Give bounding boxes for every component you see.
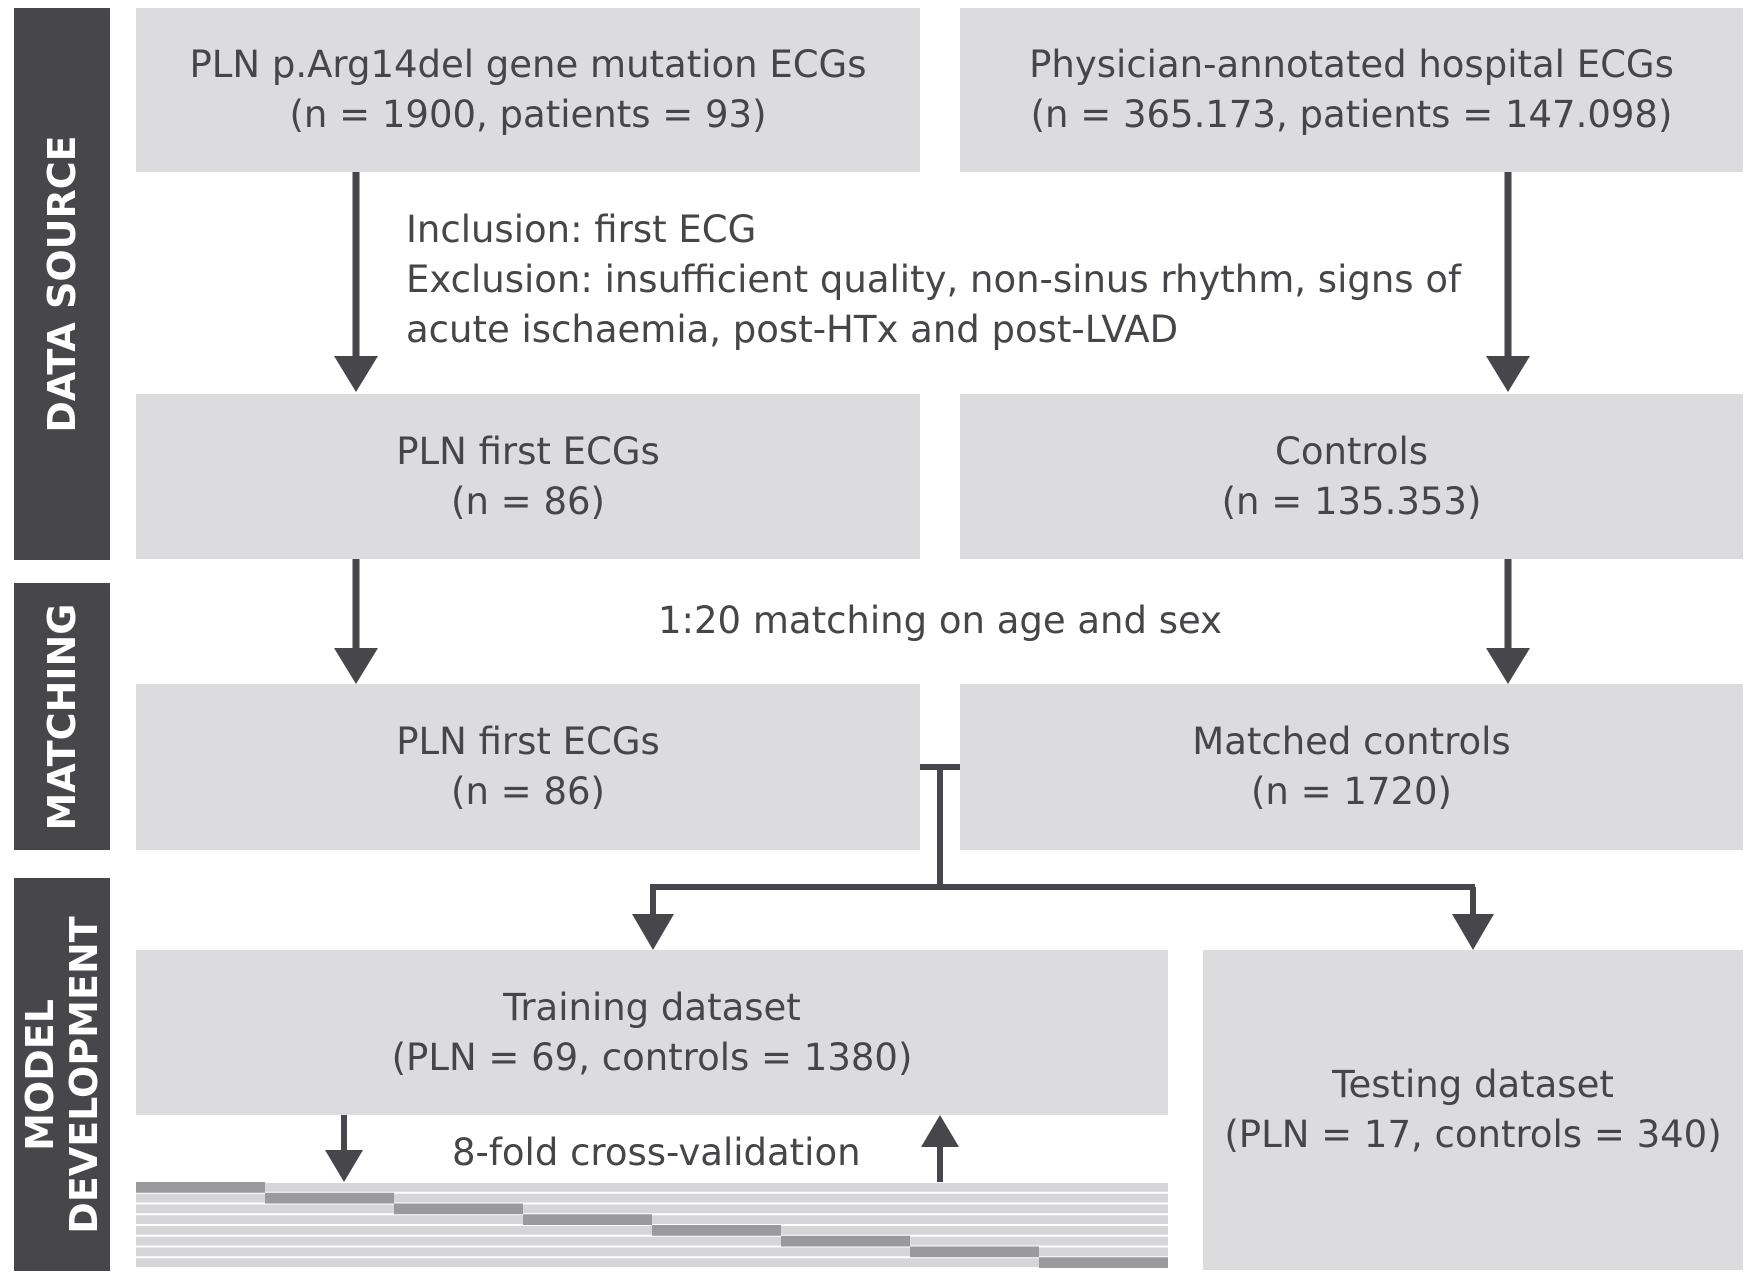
fold-row-2: [136, 1193, 1168, 1203]
fold-validation-block-4: [523, 1214, 652, 1225]
pln-mutation-count: (n = 1900, patients = 93): [289, 93, 767, 136]
matching-note: 1:20 matching on age and sex: [658, 599, 1223, 642]
pln-first-ecgs-title: PLN first ECGs: [396, 429, 660, 473]
matched-controls-box: Matched controls (n = 1720): [960, 684, 1743, 850]
matched-controls-title: Matched controls: [1192, 720, 1511, 763]
pln-first-ecgs-matched-box: PLN first ECGs (n = 86): [136, 684, 920, 850]
fold-row-7: [136, 1247, 1168, 1257]
pln-mutation-box: PLN p.Arg14del gene mutation ECGs (n = 1…: [136, 8, 920, 172]
matched-controls-count: (n = 1720): [1250, 770, 1452, 813]
arrowhead-to-training: [632, 914, 674, 950]
pln-first-ecgs-matched-count: (n = 86): [451, 770, 605, 813]
testing-dataset-title: Testing dataset: [1332, 1063, 1614, 1106]
fold-validation-block-7: [910, 1246, 1039, 1258]
cv-down-arrowhead: [325, 1150, 363, 1182]
exclusion-note-line2: acute ischaemia, post-HTx and post-LVAD: [406, 308, 1179, 351]
section-model-development: MODEL DEVELOPMENT: [14, 878, 110, 1271]
pln-first-ecgs-count: (n = 86): [451, 479, 605, 523]
arrowhead-first-to-matched: [334, 648, 378, 684]
testing-dataset-box: Testing dataset (PLN = 17, controls = 34…: [1203, 950, 1743, 1270]
fold-validation-block-6: [781, 1235, 910, 1247]
arrowhead-controls-to-matched: [1486, 648, 1530, 684]
training-dataset-title: Training dataset: [503, 985, 801, 1029]
pln-mutation-title: PLN p.Arg14del gene mutation ECGs: [189, 43, 867, 86]
pln-first-ecgs-matched-title: PLN first ECGs: [396, 720, 660, 763]
section-matching: MATCHING: [14, 583, 110, 850]
hospital-ecgs-box: Physician-annotated hospital ECGs (n = 3…: [960, 8, 1743, 172]
testing-dataset-count: (PLN = 17, controls = 340): [1224, 1113, 1722, 1156]
pln-first-ecgs-box: PLN first ECGs (n = 86): [136, 394, 920, 559]
fold-validation-block-5: [652, 1225, 781, 1236]
controls-count: (n = 135.353): [1221, 479, 1482, 523]
cv-up-arrowhead: [921, 1115, 959, 1147]
arrowhead-hospital-to-controls: [1486, 356, 1530, 392]
cross-validation-folds: [136, 1182, 1168, 1268]
training-dataset-count: (PLN = 69, controls = 1380): [391, 1035, 913, 1079]
arrowhead-to-testing: [1452, 914, 1494, 950]
fold-row-8: [136, 1258, 1168, 1267]
fold-row-3: [136, 1204, 1168, 1214]
fold-validation-block-2: [265, 1192, 394, 1204]
controls-box: Controls (n = 135.353): [960, 394, 1743, 559]
controls-title: Controls: [1274, 429, 1429, 473]
fold-validation-block-8: [1039, 1257, 1168, 1268]
inclusion-note: Inclusion: first ECG: [406, 208, 757, 251]
fold-row-6: [136, 1236, 1168, 1246]
cross-validation-note: 8-fold cross-validation: [452, 1131, 861, 1174]
section-data-source: DATA SOURCE: [14, 8, 110, 560]
fold-row-1: [136, 1183, 1168, 1192]
hospital-ecgs-title: Physician-annotated hospital ECGs: [1029, 43, 1674, 86]
hospital-ecgs-count: (n = 365.173, patients = 147.098): [1030, 93, 1673, 136]
exclusion-note-line1: Exclusion: insufficient quality, non-sin…: [406, 258, 1462, 301]
arrowhead-pln-to-first: [334, 356, 378, 392]
fold-validation-block-3: [394, 1203, 523, 1215]
training-dataset-box: Training dataset (PLN = 69, controls = 1…: [136, 950, 1168, 1115]
fold-validation-block-1: [136, 1182, 265, 1193]
